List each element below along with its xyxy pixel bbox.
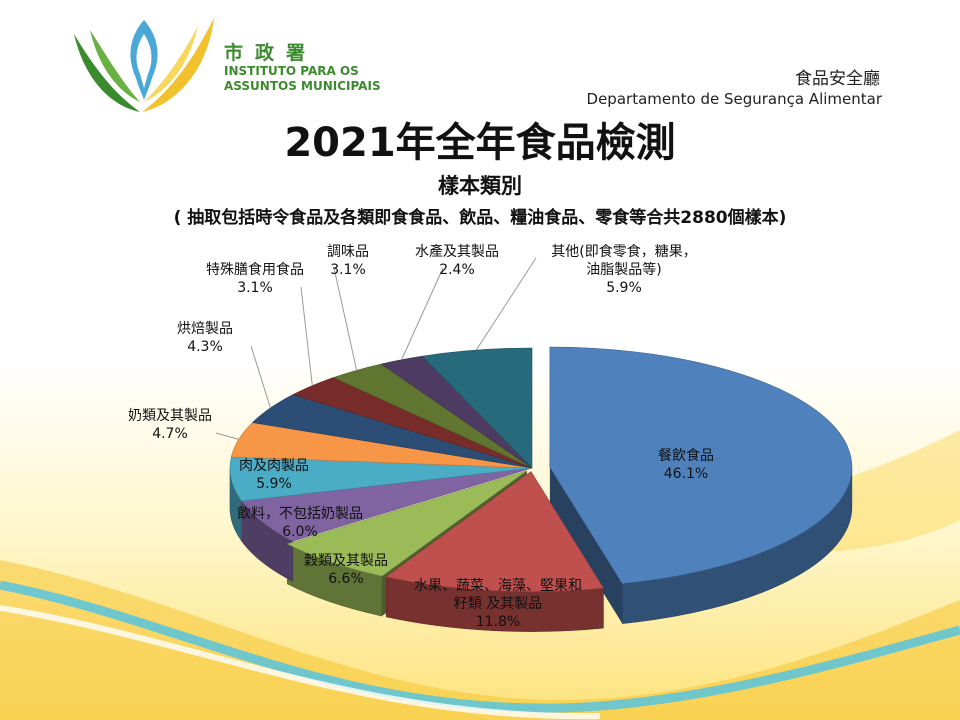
chart-title: 2021年全年食品檢測 [284,120,676,166]
iam-emblem-icon [74,18,214,112]
chart-note: ( 抽取包括時令食品及各類即食食品、飲品、糧油食品、零食等合共2880個樣本) [173,208,787,228]
slice-穀類及其製品-top [286,470,527,577]
logo-portuguese-name-line2: ASSUNTOS MUNICIPAIS [224,79,381,93]
department-portuguese-name: Departamento de Segurança Alimentar [586,90,882,108]
logo-chinese-name: 市政署 [224,42,318,64]
logo-portuguese-name-line1: INSTITUTO PARA OS [224,64,359,78]
slice-餐飲食品-top [549,346,853,584]
slice-水果、蔬菜、-top [385,471,604,592]
slice-飲料，不包括-label: 飲料，不包括奶製品 6.0% [237,506,363,540]
slice-其他(即食零-leader-line [475,257,537,351]
slice-穀類及其製品-label: 穀類及其製品 6.6% [304,553,388,587]
slice-調味品-leader-line [333,267,358,371]
slice-其他(即食零-label: 其他(即食零食，糖果，油脂製品等) 5.9% [551,243,696,296]
slice-烘焙製品-leader-line [250,345,271,409]
slice-特殊膳食用食-label: 特殊膳食用食品 3.1% [206,261,304,296]
slice-餐飲食品-edge [549,467,623,624]
chart-subtitle: 樣本類別 [438,174,522,198]
leader-lines [215,257,537,440]
slice-肉及肉製品-label: 肉及肉製品 5.9% [239,458,309,492]
slice-水產及其製品-label: 水產及其製品 2.4% [415,243,499,278]
slice-水果、蔬菜、-label: 水果、蔬菜、海藻、堅果和籽類 及其製品 11.8% [414,578,582,630]
slice-餐飲食品-label: 餐飲食品 46.1% [658,447,714,482]
slice-烘焙製品-label: 烘焙製品 4.3% [177,321,233,355]
slice-調味品-label: 調味品 3.1% [327,244,369,278]
department-chinese-name: 食品安全廳 [795,69,880,89]
slice-其他(即食零-top [421,347,533,469]
pie-tops [229,346,853,592]
slice-水產及其製品-leader-line [401,267,444,360]
slice-特殊膳食用食-leader-line [300,286,313,386]
slice-labels: 餐飲食品 46.1% 水果、蔬菜、海藻、堅果和籽類 及其製品 11.8% 穀類及其製品 6… [128,243,714,630]
slice-奶類及其製品-leader-line [215,432,239,440]
iam-logo: 市政署 INSTITUTO PARA OS ASSUNTOS MUNICIPAI… [66,8,381,116]
slice-奶類及其製品-label: 奶類及其製品 4.7% [128,408,212,442]
